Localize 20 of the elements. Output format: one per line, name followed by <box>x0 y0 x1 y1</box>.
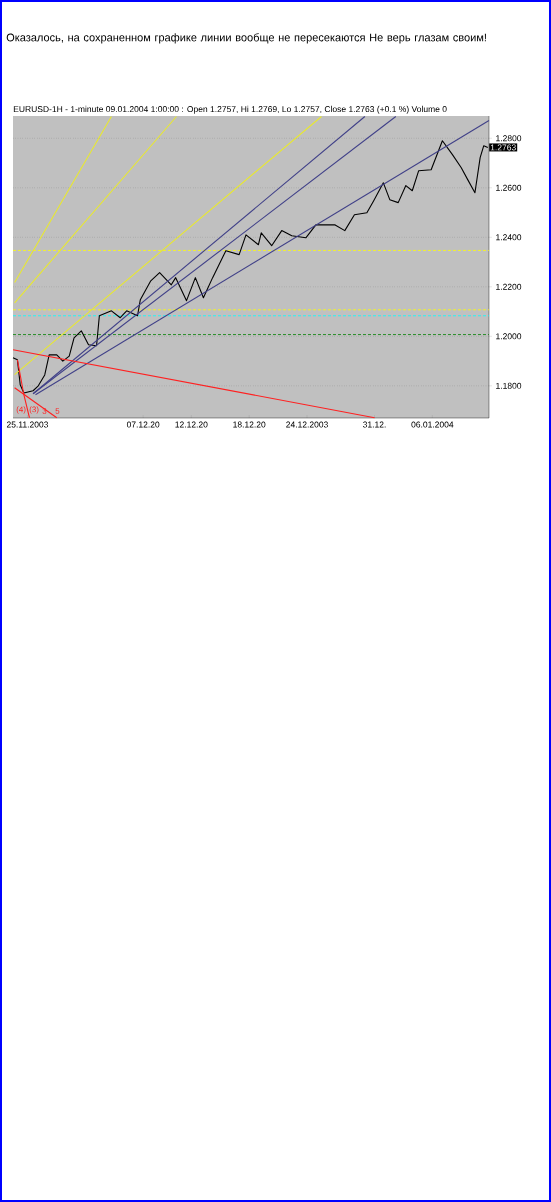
chart-title: Оказалось, на сохраненном графике линии вообще не пересекаются Не верь глазам своим! <box>6 33 486 44</box>
x-tick-label: 25.11.2003 <box>6 421 49 428</box>
x-tick-label: 12.12.20 <box>175 421 208 428</box>
chart-subtitle: EURUSD-1H - 1-minute 09.01.2004 1:00:00 : Open 1.2757, Hi 1.2769, Lo 1.2757, Close 1.2763 (+0.1 %) Volume 0 <box>13 105 447 114</box>
x-tick-label: 31.12. <box>363 421 386 428</box>
x-tick-label: 06.01.2004 <box>411 421 454 428</box>
annotation: (3) <box>29 406 39 414</box>
annotation: 5 <box>55 408 60 414</box>
y-tick-label: 1.2400 <box>496 234 522 241</box>
y-tick-label: 1.2600 <box>496 184 522 191</box>
y-tick-label: 1.1800 <box>496 382 522 389</box>
y-tick-label: 1.2000 <box>496 333 522 340</box>
x-tick-label: 07.12.20 <box>126 421 160 428</box>
annotation: (4) <box>16 406 26 414</box>
y-tick-label: 1.2800 <box>496 135 522 142</box>
x-tick-label: 24.12.2003 <box>286 421 328 428</box>
annotation: 3 <box>42 408 47 414</box>
x-tick-label: 18.12.20 <box>233 421 266 428</box>
y-tick-label: 1.2200 <box>496 283 522 290</box>
annotation: 1.2763 <box>490 144 516 151</box>
